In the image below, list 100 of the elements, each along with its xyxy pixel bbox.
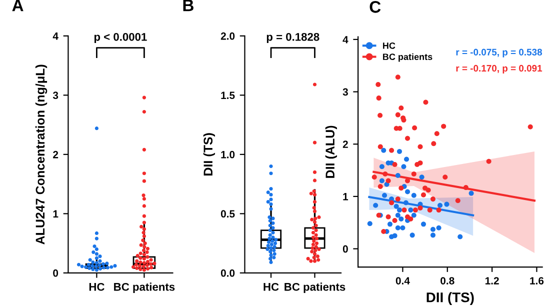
y-axis-title: DII (ALU) [325,126,337,178]
point [528,124,533,130]
point [401,164,406,170]
point [367,221,372,226]
point [468,190,474,196]
point [412,125,418,130]
point [422,186,428,191]
x-tick-label: HC [264,282,279,291]
annotation: r = -0.170, p = 0.091 [456,64,542,74]
point [408,208,414,213]
point [394,204,399,209]
point [378,144,383,150]
x-tick-label: 1.6 [530,277,544,284]
x-tick-label: HC [89,282,104,291]
point [408,216,414,222]
point [381,229,386,234]
point [396,148,402,154]
y-tick-label: 3 [52,92,58,100]
point [387,222,392,227]
point [444,202,450,207]
point [401,118,406,123]
point [420,192,426,198]
point [376,82,381,87]
point [386,214,391,220]
chart-title: A [12,0,24,12]
point [398,106,404,111]
point [378,184,383,190]
point [404,156,410,162]
x-axis-title: DII (TS) [426,292,474,306]
point [486,158,492,164]
point [411,171,416,176]
point [398,216,404,222]
point [441,124,446,129]
point [395,225,400,230]
point [405,189,410,194]
y-tick-label: 4 [342,36,348,44]
point [402,208,407,213]
chart-title: B [183,0,194,12]
point [396,208,402,213]
point [418,144,423,150]
point [455,198,460,204]
y-tick-label: 2.0 [220,32,235,40]
point [463,185,468,190]
point [430,196,436,202]
y-tick-label: 0 [53,269,58,277]
point [395,212,400,218]
y-tick-label: 1 [343,193,348,200]
chart-title: C [370,1,381,13]
y-axis-title: DII (TS) [203,133,215,176]
point [376,96,382,101]
point [418,160,423,166]
y-tick-label: 1 [53,210,58,218]
y-tick-label: 2 [53,150,58,158]
point [434,131,440,136]
point [395,173,400,178]
x-tick-label: 0.4 [396,277,410,284]
annotation: p = 0.1828 [266,32,320,44]
point [373,202,378,208]
y-tick-label: 1.0 [221,150,235,158]
point [423,100,428,105]
point [436,208,442,213]
x-tick-label: BC patients [114,282,175,294]
point [405,178,410,184]
annotation: r = -0.075, p = 0.538 [456,48,542,58]
annotation: p < 0.0001 [94,32,147,44]
legend-label: HC [383,42,396,49]
point [411,192,416,198]
point [392,162,398,168]
point [395,196,400,202]
point [410,232,415,238]
point [430,232,436,238]
point [403,200,408,206]
point [418,205,423,210]
point [379,178,384,184]
point [405,136,410,141]
x-tick-label: BC patients [284,282,346,294]
point [372,174,377,180]
point [411,212,416,218]
point [395,74,400,80]
point [382,171,388,176]
point [389,200,394,206]
point [381,148,386,153]
y-axis-title: ALU247 Concentration (ng/μL) [35,64,48,244]
point [395,112,400,118]
point [430,226,436,232]
x-tick-label: 0.8 [440,277,454,284]
point [382,192,388,198]
point [427,208,432,213]
point [389,234,394,240]
point [412,208,418,213]
point [436,225,442,230]
point [458,234,463,240]
point [398,186,404,191]
point [392,218,398,224]
point [386,178,391,184]
y-tick-label: 3 [342,88,348,96]
point [378,112,383,118]
point [419,174,424,180]
y-tick-label: 0.5 [220,210,235,218]
point [379,164,384,170]
